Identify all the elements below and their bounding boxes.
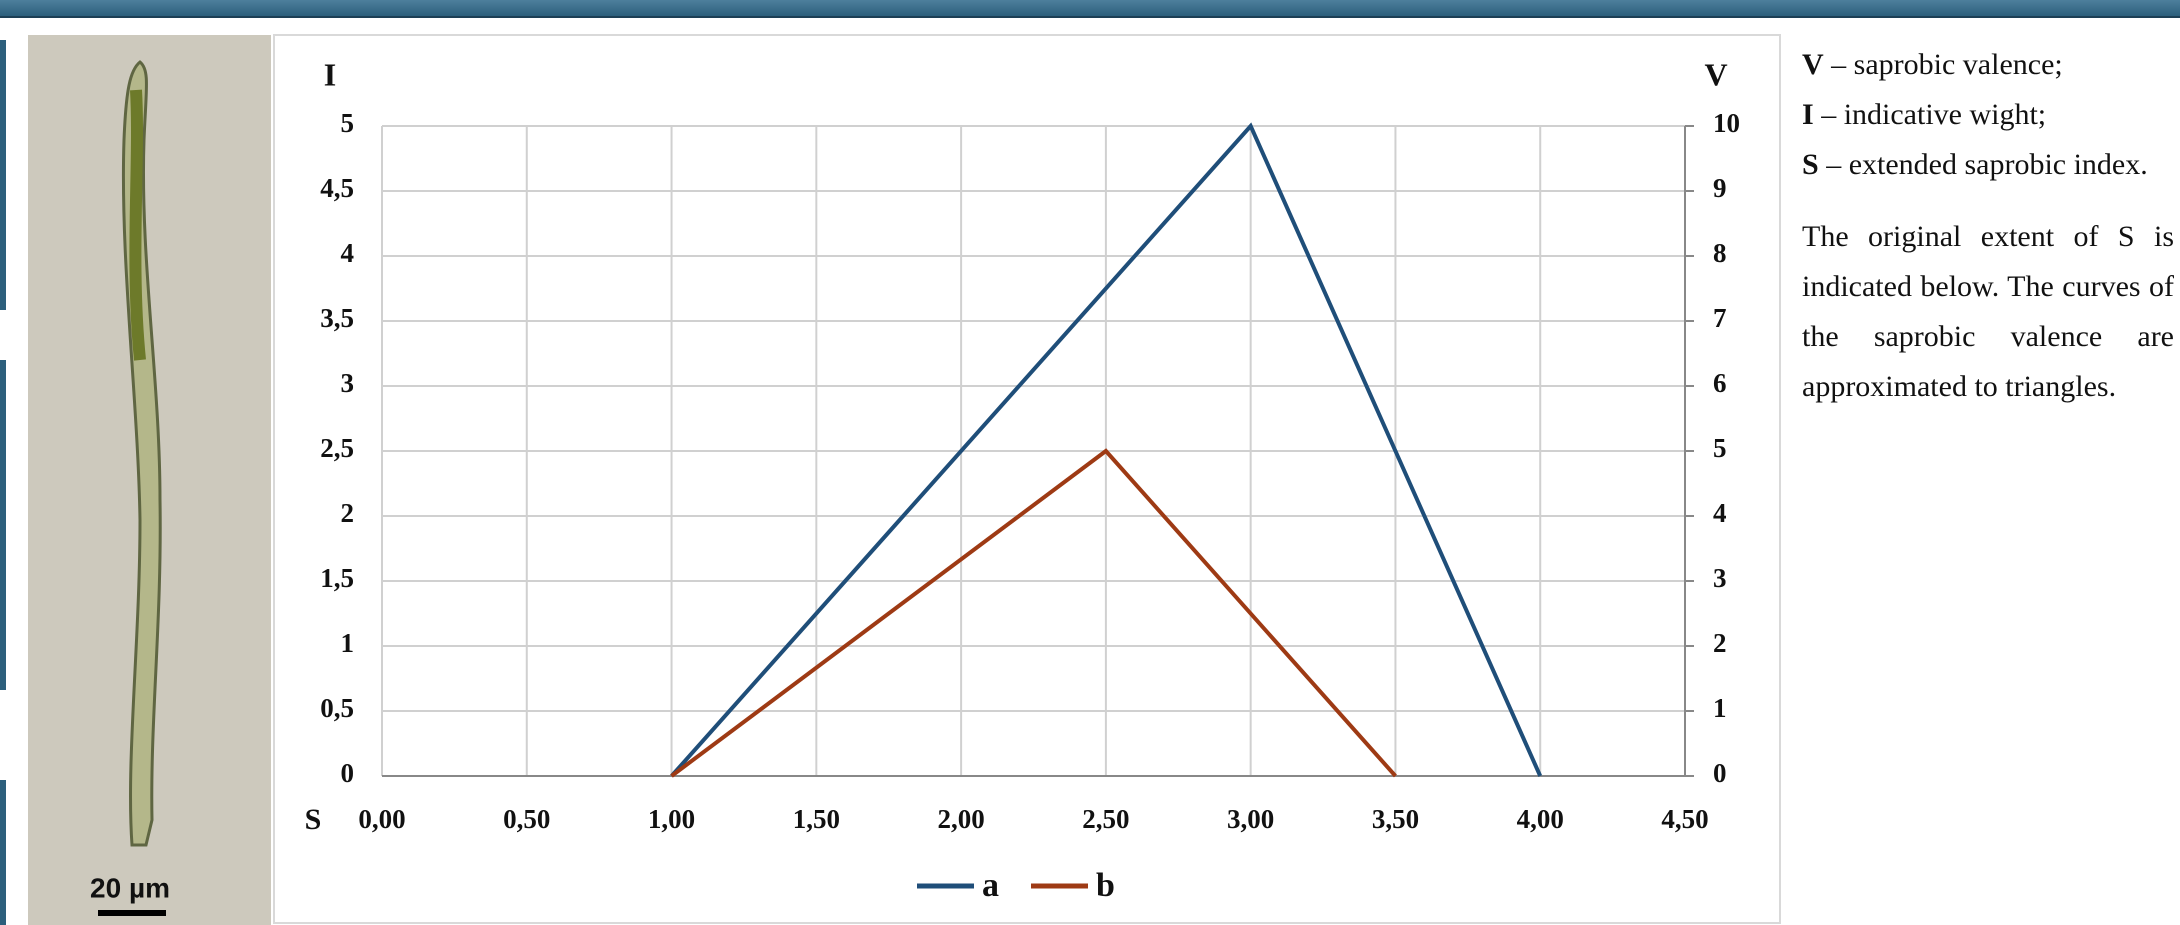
- side-tab: [0, 780, 6, 925]
- y2-axis-label: V: [1704, 56, 1727, 92]
- note-text: – extended saprobic index.: [1826, 148, 2148, 181]
- legend-label: b: [1096, 867, 1115, 904]
- note-paragraph: The original extent of S is indicated be…: [1802, 212, 2174, 412]
- y-tick-label: 4: [341, 238, 355, 268]
- page: 20 µm I V S 0 0,5 1 1,5 2 2,5 3 3,5 4 4,5 5 0,00 0,5…: [0, 0, 2180, 925]
- x-tick-label: 2,50: [1082, 804, 1129, 834]
- y-tick-label: 5: [341, 108, 355, 138]
- y-tick-label: 1,5: [320, 563, 354, 593]
- y-tick-label: 3: [341, 368, 355, 398]
- x-tick-label: 1,00: [648, 804, 695, 834]
- x-tick-label: 3,50: [1372, 804, 1419, 834]
- x-tick-label: 2,00: [937, 804, 984, 834]
- note-symbol: I: [1802, 98, 1814, 131]
- y2-tick-label: 10: [1713, 108, 1740, 138]
- note-item: S – extended saprobic index.: [1802, 140, 2174, 190]
- y2-tick-label: 6: [1713, 368, 1727, 398]
- x-tick-label: 4,50: [1661, 804, 1708, 834]
- x-tick-label: 0,00: [358, 804, 405, 834]
- y-tick-label: 1: [341, 628, 355, 658]
- photo: 20 µm: [28, 35, 271, 925]
- note-item: V – saprobic valence;: [1802, 40, 2174, 90]
- scale-label: 20 µm: [90, 872, 170, 903]
- y2-tick-label: 2: [1713, 628, 1727, 658]
- y-tick-label: 0: [341, 758, 355, 788]
- x-tick-label: 0,50: [503, 804, 550, 834]
- y2-tick-label: 4: [1713, 498, 1727, 528]
- x-axis-label: S: [305, 803, 322, 836]
- side-tab: [0, 40, 6, 310]
- x-tick-label: 1,50: [793, 804, 840, 834]
- y-tick-label: 3,5: [320, 303, 354, 333]
- y2-tick-label: 0: [1713, 758, 1727, 788]
- notes: V – saprobic valence;I – indicative wigh…: [1802, 40, 2174, 412]
- y2-tick-label: 7: [1713, 303, 1727, 333]
- x-tick-label: 3,00: [1227, 804, 1274, 834]
- side-tab: [0, 360, 6, 690]
- y2-tick-label: 9: [1713, 173, 1727, 203]
- y-axis-label: I: [324, 56, 336, 92]
- y-tick-label: 4,5: [320, 173, 354, 203]
- y-tick-label: 2: [341, 498, 355, 528]
- note-symbol: S: [1802, 148, 1819, 181]
- y2-tick-label: 8: [1713, 238, 1727, 268]
- note-item: I – indicative wight;: [1802, 90, 2174, 140]
- chloroplast: [135, 90, 140, 360]
- y-tick-label: 2,5: [320, 433, 354, 463]
- y2-tick-label: 1: [1713, 693, 1727, 723]
- x-tick-label: 4,00: [1517, 804, 1564, 834]
- legend-label: a: [982, 867, 999, 904]
- y2-tick-label: 3: [1713, 563, 1727, 593]
- note-text: – saprobic valence;: [1831, 48, 2063, 81]
- note-text: – indicative wight;: [1821, 98, 2046, 131]
- chart-frame: [274, 35, 1780, 923]
- y2-tick-label: 5: [1713, 433, 1727, 463]
- y-tick-label: 0,5: [320, 693, 354, 723]
- note-symbol: V: [1802, 48, 1824, 81]
